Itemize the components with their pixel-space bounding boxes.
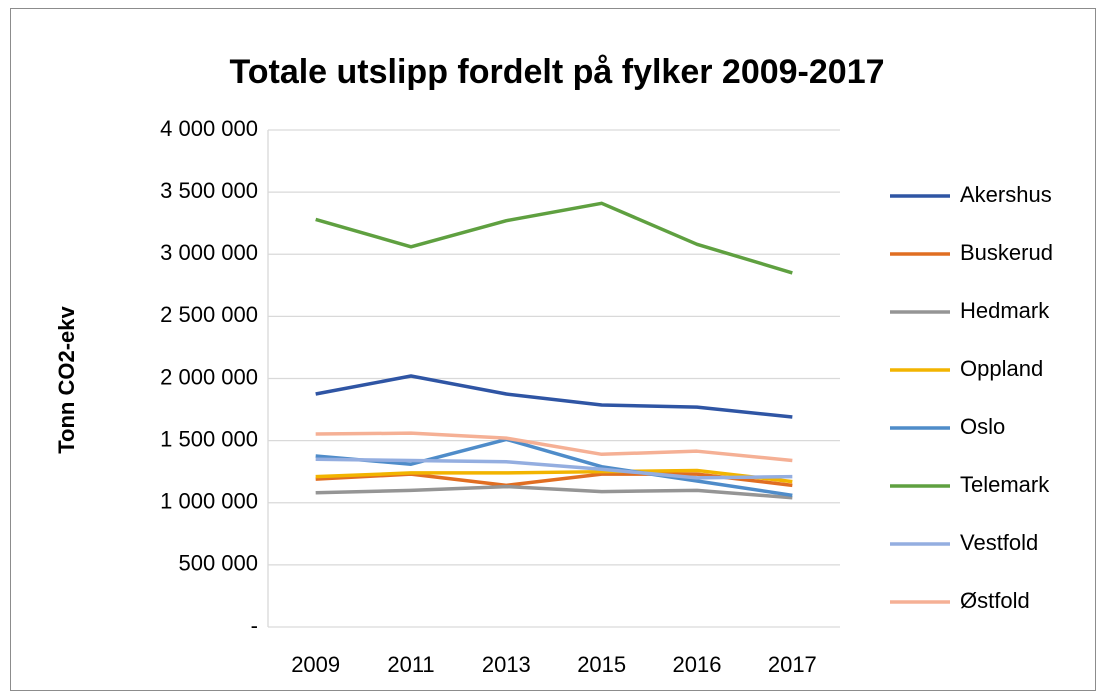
y-tick-label: 500 000	[178, 551, 258, 576]
y-tick-label: 3 000 000	[160, 240, 258, 265]
y-tick-label: 1 000 000	[160, 489, 258, 514]
x-tick-label: 2013	[482, 652, 531, 677]
x-tick-label: 2011	[387, 652, 434, 677]
x-tick-label: 2009	[291, 652, 340, 677]
x-tick-label: 2015	[577, 652, 626, 677]
y-tick-label: 4 000 000	[160, 116, 258, 141]
series-line	[315, 201, 793, 275]
series-line	[315, 374, 793, 419]
series-line	[315, 431, 793, 463]
x-tick-label: 2016	[673, 652, 722, 677]
legend-label: Akershus	[960, 182, 1052, 207]
legend-label: Telemark	[960, 472, 1050, 497]
y-tick-label: 2 500 000	[160, 302, 258, 327]
chart-frame	[10, 8, 1096, 691]
legend-label: Hedmark	[960, 298, 1050, 323]
legend-label: Vestfold	[960, 530, 1038, 555]
series-line	[315, 437, 793, 498]
y-tick-label: 1 500 000	[160, 426, 258, 451]
legend-label: Østfold	[960, 588, 1030, 613]
series-line	[315, 468, 793, 484]
y-tick-label: 3 500 000	[160, 178, 258, 203]
series-line	[315, 457, 793, 480]
legend-label: Oslo	[960, 414, 1005, 439]
legend-label: Oppland	[960, 356, 1043, 381]
y-axis-title: Tonn CO2-ekv	[54, 305, 79, 453]
y-tick-label: -	[251, 613, 258, 638]
x-tick-label: 2017	[768, 652, 817, 677]
series-line	[315, 484, 793, 500]
chart-title: Totale utslipp fordelt på fylker 2009-20…	[229, 53, 884, 91]
legend-label: Buskerud	[960, 240, 1053, 265]
y-tick-label: 2 000 000	[160, 364, 258, 389]
